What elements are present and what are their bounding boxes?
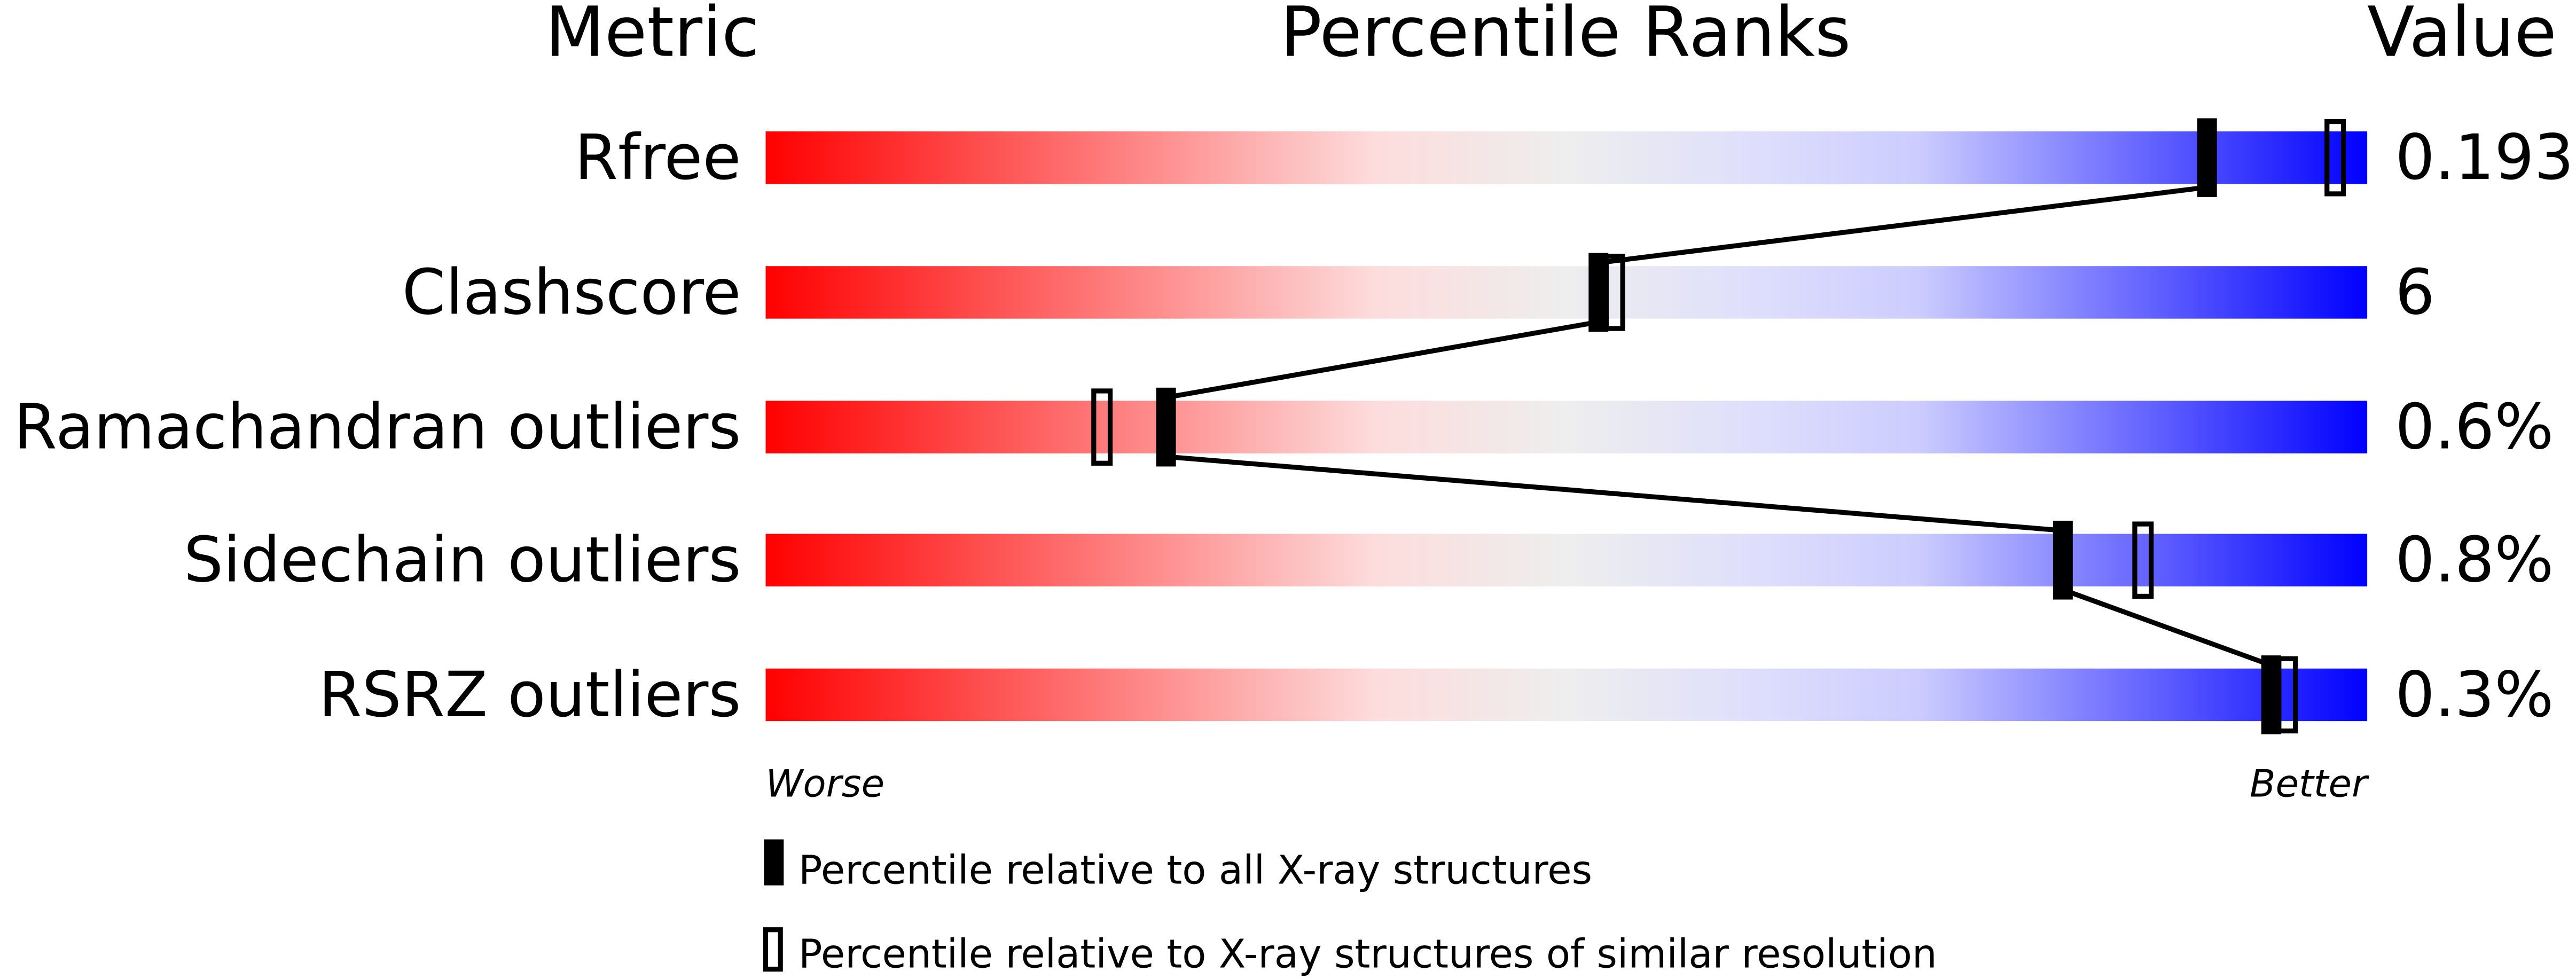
metric-label: Ramachandran outliers (13, 391, 741, 464)
header-metric: Metric (545, 0, 760, 73)
connector-line (1165, 319, 1599, 400)
percentile-bar (765, 668, 2368, 722)
axis-label-better: Better (2250, 762, 2369, 806)
legend-open-marker (763, 927, 783, 972)
percentile-bar (765, 534, 2368, 586)
connector-line (1598, 185, 2207, 265)
percentile-all-marker (1156, 387, 1176, 467)
legend-filled-marker (764, 839, 784, 886)
header-percentile-ranks: Percentile Ranks (1280, 0, 1851, 73)
percentile-bar (765, 266, 2368, 319)
percentile-all-marker (2053, 520, 2073, 600)
metric-row: Ramachandran outliers 0.6% (13, 391, 2554, 464)
metric-row: RSRZ outliers 0.3% (318, 659, 2554, 731)
legend-all-label: Percentile relative to all X-ray structu… (798, 848, 1592, 894)
metric-value: 0.193 (2395, 121, 2574, 194)
metric-row: Rfree 0.193 (575, 121, 2574, 194)
metric-value: 0.8% (2395, 524, 2554, 597)
metric-row: Clashscore 6 (402, 256, 2435, 328)
metric-value: 0.6% (2395, 391, 2554, 464)
metric-value: 6 (2395, 256, 2434, 328)
legend-similar-label: Percentile relative to X-ray structures … (798, 931, 1937, 977)
connector-line (1165, 454, 2063, 533)
metric-label: Rfree (575, 121, 741, 194)
percentile-similar-marker (1091, 388, 1113, 466)
metric-row: Sidechain outliers 0.8% (184, 524, 2554, 597)
percentile-similar-marker (2324, 119, 2346, 197)
metric-value: 0.3% (2395, 659, 2554, 731)
metric-label: RSRZ outliers (318, 659, 741, 731)
axis-label-worse: Worse (765, 762, 884, 806)
percentile-similar-marker (1603, 254, 1625, 331)
percentile-all-marker (2197, 118, 2217, 198)
metric-label: Sidechain outliers (184, 524, 741, 597)
percentile-bar (765, 401, 2368, 453)
percentile-bar (765, 131, 2368, 184)
percentile-similar-marker (2132, 521, 2154, 599)
header-value: Value (2367, 0, 2557, 73)
connector-line (2062, 587, 2272, 668)
metric-label: Clashscore (402, 256, 741, 328)
percentile-similar-marker (2276, 656, 2298, 734)
